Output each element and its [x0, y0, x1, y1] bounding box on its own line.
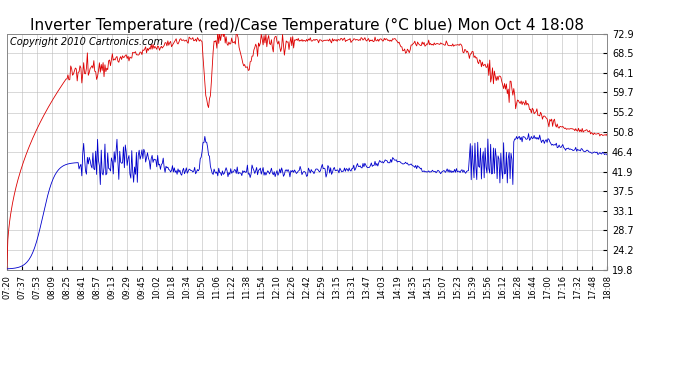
Text: Copyright 2010 Cartronics.com: Copyright 2010 Cartronics.com: [10, 37, 163, 47]
Title: Inverter Temperature (red)/Case Temperature (°C blue) Mon Oct 4 18:08: Inverter Temperature (red)/Case Temperat…: [30, 18, 584, 33]
